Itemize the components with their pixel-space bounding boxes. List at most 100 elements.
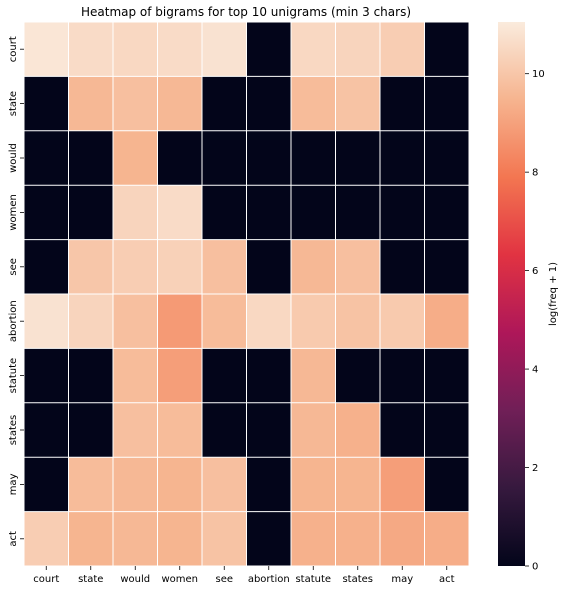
heatmap-cell [68, 239, 113, 294]
colorbar-tick-label: 2 [532, 463, 538, 474]
heatmap-cell [24, 348, 69, 403]
heatmap-cell [335, 76, 380, 131]
x-tick-label: women [161, 574, 198, 585]
heatmap-cell [335, 185, 380, 240]
heatmap-cell [157, 185, 202, 240]
heatmap-cell [24, 402, 69, 458]
heatmap-cell [424, 511, 469, 566]
heatmap-cell [24, 511, 69, 566]
heatmap-cell [380, 130, 425, 186]
heatmap-cell [68, 294, 113, 349]
heatmap-cell [380, 22, 425, 77]
colorbar-tick-label: 6 [532, 266, 538, 277]
heatmap-cell [291, 402, 336, 458]
colorbar-tick-label: 8 [532, 168, 538, 179]
y-tick-label: abortion [8, 300, 19, 342]
heatmap-cell [113, 348, 158, 403]
heatmap-cell [380, 511, 425, 566]
y-axis-ticks: court state would women see abortion statute st… [8, 36, 24, 547]
heatmap-cell [113, 457, 158, 512]
y-tick-label: statute [8, 358, 19, 394]
heatmap-cell [246, 76, 291, 131]
heatmap-cell [335, 239, 380, 294]
heatmap-cell [246, 348, 291, 403]
heatmap-cell [380, 457, 425, 512]
heatmap-cell [24, 185, 69, 240]
heatmap-cell [246, 22, 291, 77]
heatmap-cell [113, 511, 158, 566]
x-tick-label: states [342, 574, 373, 585]
heatmap-cell [157, 348, 202, 403]
heatmap-cell [424, 402, 469, 458]
heatmap-cell [291, 130, 336, 186]
heatmap-cell [157, 294, 202, 349]
colorbar-label: log(freq + 1) [548, 262, 559, 326]
heatmap-cell [246, 239, 291, 294]
heatmap-cell [291, 348, 336, 403]
heatmap-cell [68, 348, 113, 403]
heatmap-cell [68, 185, 113, 240]
heatmap-cell [157, 76, 202, 131]
heatmap-cell [68, 457, 113, 512]
heatmap-cell [157, 239, 202, 294]
colorbar: 0 2 4 6 8 10 [498, 22, 545, 573]
heatmap-cell [202, 348, 247, 403]
heatmap-cell [202, 22, 247, 77]
heatmap-cell [291, 457, 336, 512]
x-axis-ticks: court state would women see abortion statute st… [33, 566, 455, 585]
y-tick-label: court [8, 36, 19, 62]
y-tick-label: act [8, 531, 19, 547]
x-tick-label: statute [295, 574, 331, 585]
heatmap-cell [424, 294, 469, 349]
heatmap-cell [380, 402, 425, 458]
heatmap-cell [202, 294, 247, 349]
y-tick-label: states [8, 415, 19, 446]
heatmap-cell [246, 511, 291, 566]
heatmap-cell [68, 76, 113, 131]
y-tick-label: see [8, 258, 19, 276]
x-tick-label: may [391, 574, 413, 585]
heatmap-cell [380, 348, 425, 403]
heatmap-cell [24, 294, 69, 349]
heatmap-cell [113, 402, 158, 458]
heatmap-cell [246, 185, 291, 240]
heatmap-cell [291, 294, 336, 349]
heatmap-cell [113, 185, 158, 240]
heatmap-cell [24, 130, 69, 186]
heatmap-cell [424, 457, 469, 512]
heatmap-cell [380, 185, 425, 240]
heatmap-cell [335, 457, 380, 512]
heatmap-cell [157, 22, 202, 77]
heatmap-cell [291, 239, 336, 294]
heatmap-cell [68, 402, 113, 458]
heatmap-cell [424, 22, 469, 77]
heatmap-cell [246, 457, 291, 512]
heatmap-cell [335, 402, 380, 458]
x-tick-label: act [439, 574, 455, 585]
y-tick-label: women [8, 194, 19, 231]
colorbar-tick-label: 0 [532, 562, 538, 573]
heatmap-cell [380, 76, 425, 131]
colorbar-gradient [498, 22, 525, 566]
heatmap-cell [335, 294, 380, 349]
heatmap-cell [202, 239, 247, 294]
heatmap-cell [24, 76, 69, 131]
heatmap-cell [246, 294, 291, 349]
heatmap-cell [380, 294, 425, 349]
heatmap-cell [202, 457, 247, 512]
heatmap-cell [157, 511, 202, 566]
heatmap-cell [291, 185, 336, 240]
x-tick-label: state [78, 574, 103, 585]
heatmap-cell [424, 348, 469, 403]
chart-title: Heatmap of bigrams for top 10 unigrams (… [81, 5, 411, 19]
heatmap-cell [424, 130, 469, 186]
heatmap-cell [424, 76, 469, 131]
heatmap-cell [291, 511, 336, 566]
heatmap-cell [202, 130, 247, 186]
x-tick-label: abortion [248, 574, 290, 585]
heatmap-cell [335, 511, 380, 566]
heatmap-cell [113, 130, 158, 186]
heatmap-cell [68, 511, 113, 566]
heatmap-cells [23, 21, 470, 567]
